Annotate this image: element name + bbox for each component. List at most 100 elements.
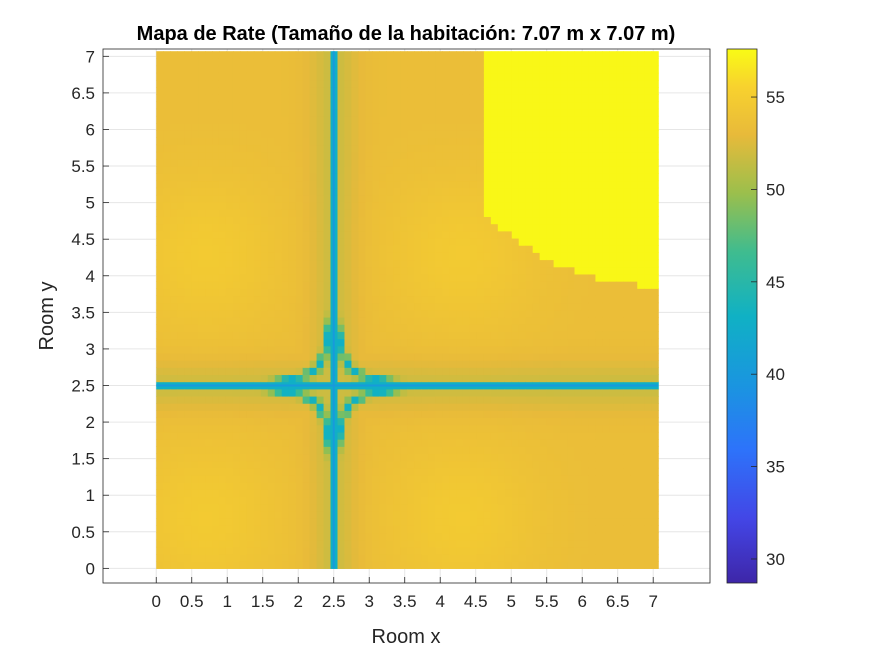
heatmap-cell	[511, 209, 520, 218]
heatmap-cell	[525, 266, 534, 275]
heatmap-cell	[393, 503, 401, 512]
heatmap-cell	[630, 94, 638, 103]
heatmap-cell	[623, 223, 631, 232]
heatmap-cell	[253, 338, 262, 347]
heatmap-cell	[386, 546, 394, 555]
heatmap-cell	[504, 554, 513, 562]
heatmap-cell	[191, 266, 199, 275]
heatmap-cell	[351, 360, 360, 368]
heatmap-cell	[442, 467, 450, 476]
heatmap-cell	[295, 180, 304, 189]
heatmap-cell	[267, 525, 276, 534]
heatmap-cell	[274, 202, 283, 210]
heatmap-cell	[567, 158, 576, 167]
heatmap-cell	[163, 123, 171, 131]
heatmap-cell	[288, 532, 297, 541]
heatmap-cell	[518, 216, 527, 225]
heatmap-cell	[274, 410, 283, 419]
heatmap-cell	[511, 237, 520, 246]
heatmap-cell	[393, 424, 401, 433]
heatmap-cell	[616, 209, 624, 218]
heatmap-cell	[323, 302, 332, 311]
heatmap-cell	[616, 489, 624, 498]
heatmap-cell	[191, 403, 199, 411]
heatmap-cell	[462, 424, 471, 433]
heatmap-cell	[400, 446, 408, 455]
heatmap-cell	[351, 94, 360, 103]
heatmap-cell	[156, 403, 164, 411]
heatmap-cell	[400, 324, 408, 332]
heatmap-cell	[253, 510, 262, 519]
heatmap-cell	[421, 324, 429, 332]
heatmap-cell	[344, 539, 353, 548]
heatmap-cell	[525, 237, 534, 246]
heatmap-cell	[497, 518, 506, 526]
heatmap-cell	[469, 367, 478, 376]
heatmap-cell	[462, 518, 471, 526]
heatmap-cell	[456, 324, 464, 332]
heatmap-cell	[462, 187, 471, 196]
heatmap-cell	[504, 431, 513, 440]
heatmap-cell	[177, 209, 185, 218]
heatmap-cell	[302, 503, 311, 512]
heatmap-cell	[456, 237, 464, 246]
heatmap-cell	[518, 316, 527, 325]
heatmap-cell	[260, 158, 269, 167]
heatmap-cell	[462, 546, 471, 555]
heatmap-cell	[372, 360, 380, 368]
heatmap-cell	[288, 130, 297, 138]
heatmap-cell	[177, 266, 185, 275]
heatmap-cell	[365, 87, 373, 95]
heatmap-cell	[469, 137, 478, 146]
heatmap-cell	[393, 115, 401, 124]
heatmap-cell	[518, 108, 527, 117]
heatmap-cell	[358, 273, 366, 282]
heatmap-cell	[421, 230, 429, 239]
heatmap-cell	[400, 403, 408, 411]
heatmap-cell	[156, 51, 164, 59]
heatmap-cell	[623, 108, 631, 117]
heatmap-cell	[546, 123, 555, 131]
heatmap-cell	[232, 202, 241, 210]
heatmap-cell	[609, 151, 617, 160]
heatmap-cell	[386, 216, 394, 225]
heatmap-cell	[595, 101, 604, 110]
heatmap-cell	[588, 288, 597, 297]
heatmap-cell	[588, 216, 597, 225]
heatmap-cell	[239, 151, 248, 160]
heatmap-cell	[581, 417, 590, 426]
heatmap-cell	[539, 439, 548, 447]
heatmap-cell	[630, 561, 638, 569]
heatmap-cell	[525, 302, 534, 311]
heatmap-cell	[546, 187, 555, 196]
heatmap-cell	[365, 166, 373, 174]
heatmap-cell	[567, 137, 576, 146]
heatmap-cell	[581, 123, 590, 131]
heatmap-cell	[456, 410, 464, 419]
heatmap-cell	[483, 237, 492, 246]
heatmap-cell	[281, 367, 290, 376]
heatmap-cell	[428, 316, 436, 325]
heatmap-cell	[358, 446, 366, 455]
heatmap-cell	[497, 417, 506, 426]
heatmap-cell	[288, 345, 297, 354]
heatmap-cell	[400, 194, 408, 203]
heatmap-cell	[358, 518, 366, 526]
heatmap-cell	[156, 482, 164, 490]
heatmap-cell	[218, 58, 227, 67]
heatmap-cell	[337, 245, 346, 253]
heatmap-cell	[267, 295, 276, 304]
heatmap-cell	[274, 295, 283, 304]
heatmap-cell	[212, 352, 220, 361]
heatmap-cell	[574, 367, 583, 376]
heatmap-cell	[177, 79, 185, 88]
heatmap-cell	[400, 123, 408, 131]
heatmap-cell	[588, 237, 597, 246]
heatmap-cell	[198, 352, 206, 361]
heatmap-cell	[456, 266, 464, 275]
heatmap-cell	[156, 166, 164, 174]
heatmap-cell	[232, 374, 241, 383]
heatmap-cell	[191, 295, 199, 304]
heatmap-cell	[483, 532, 492, 541]
heatmap-cell	[191, 194, 199, 203]
